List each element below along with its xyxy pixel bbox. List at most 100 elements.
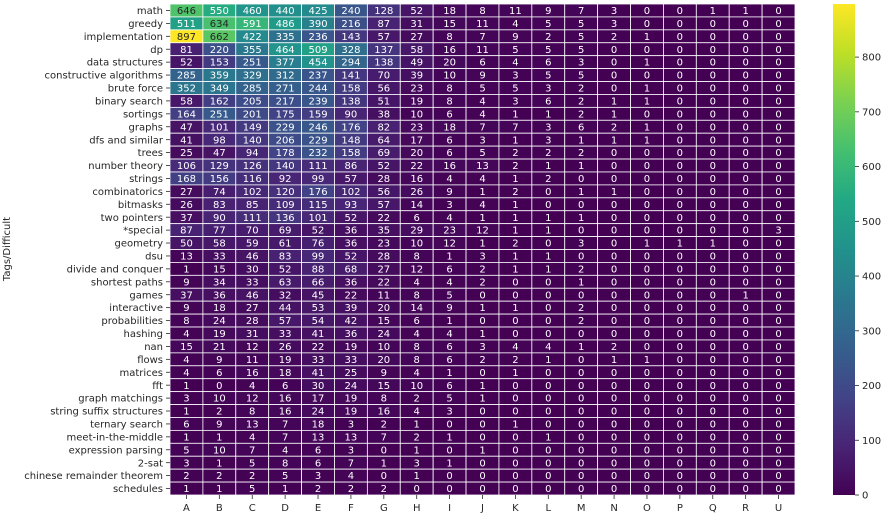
cell-value-label: 3 bbox=[512, 71, 518, 82]
cell-value-label: 0 bbox=[578, 471, 584, 482]
cell-value-label: 58 bbox=[213, 239, 226, 250]
cell-value-label: 26 bbox=[410, 187, 423, 198]
cell-value-label: 0 bbox=[644, 148, 650, 159]
cell-value-label: 0 bbox=[742, 264, 748, 275]
cell-value-label: 7 bbox=[348, 458, 354, 469]
cell-value-label: 0 bbox=[775, 239, 781, 250]
cell-value-label: 2 bbox=[611, 122, 617, 133]
cell-value-label: 52 bbox=[345, 252, 358, 263]
row-label: data structures bbox=[87, 58, 163, 69]
cell-value-label: 0 bbox=[512, 329, 518, 340]
cell-value-label: 1 bbox=[644, 355, 650, 366]
cell-value-label: 0 bbox=[611, 458, 617, 469]
cell-value-label: 0 bbox=[710, 329, 716, 340]
cell-value-label: 7 bbox=[282, 432, 288, 443]
cell-value-label: 0 bbox=[578, 355, 584, 366]
cell-value-label: 6 bbox=[282, 381, 288, 392]
cell-value-label: 0 bbox=[710, 471, 716, 482]
cell-value-label: 56 bbox=[377, 187, 390, 198]
cell-value-label: 106 bbox=[177, 161, 196, 172]
cell-value-label: 20 bbox=[377, 303, 390, 314]
cell-value-label: 24 bbox=[377, 329, 390, 340]
cell-value-label: 52 bbox=[345, 213, 358, 224]
cell-value-label: 49 bbox=[410, 58, 423, 69]
cell-value-label: 61 bbox=[279, 239, 292, 250]
row-label: graphs bbox=[129, 122, 163, 133]
cell-value-label: 6 bbox=[414, 316, 420, 327]
column-label: G bbox=[380, 503, 388, 514]
cell-value-label: 16 bbox=[279, 394, 292, 405]
cell-value-label: 18 bbox=[312, 420, 325, 431]
cell-value-label: 0 bbox=[677, 226, 683, 237]
cell-value-label: 8 bbox=[446, 97, 452, 108]
cell-value-label: 0 bbox=[775, 368, 781, 379]
cell-value-label: 3 bbox=[512, 97, 518, 108]
cell-value-label: 0 bbox=[512, 471, 518, 482]
colorbar-tick-label: 500 bbox=[862, 217, 881, 228]
cell-value-label: 0 bbox=[775, 6, 781, 17]
cell-value-label: 19 bbox=[345, 394, 358, 405]
cell-value-label: 18 bbox=[443, 122, 456, 133]
cell-value-label: 0 bbox=[742, 200, 748, 211]
cell-value-label: 0 bbox=[742, 187, 748, 198]
cell-value-label: 14 bbox=[410, 303, 423, 314]
cell-value-label: 349 bbox=[210, 84, 229, 95]
cell-value-label: 0 bbox=[611, 445, 617, 456]
cell-value-label: 57 bbox=[345, 174, 358, 185]
cell-value-label: 0 bbox=[479, 471, 485, 482]
cell-value-label: 16 bbox=[443, 45, 456, 56]
cell-value-label: 352 bbox=[177, 84, 196, 95]
column-label: E bbox=[315, 503, 321, 514]
cell-value-label: 13 bbox=[180, 252, 193, 263]
cell-value-label: 7 bbox=[512, 122, 518, 133]
cell-value-label: 0 bbox=[710, 84, 716, 95]
cell-value-label: 0 bbox=[611, 148, 617, 159]
cell-value-label: 0 bbox=[545, 407, 551, 418]
cell-value-label: 59 bbox=[246, 239, 259, 250]
row-label: number theory bbox=[88, 161, 163, 172]
cell-value-label: 16 bbox=[443, 161, 456, 172]
y-axis-label: Tags/Difficult bbox=[2, 217, 13, 282]
cell-value-label: 37 bbox=[180, 213, 193, 224]
cell-value-label: 0 bbox=[479, 432, 485, 443]
cell-value-label: 2 bbox=[479, 277, 485, 288]
cell-value-label: 1 bbox=[446, 458, 452, 469]
cell-value-label: 30 bbox=[312, 381, 325, 392]
cell-value-label: 0 bbox=[677, 122, 683, 133]
column-label: A bbox=[183, 503, 190, 514]
cell-value-label: 4 bbox=[282, 445, 288, 456]
cell-value-label: 0 bbox=[710, 97, 716, 108]
cell-value-label: 0 bbox=[775, 458, 781, 469]
cell-value-label: 0 bbox=[775, 316, 781, 327]
cell-value-label: 9 bbox=[183, 277, 189, 288]
cell-value-label: 83 bbox=[279, 252, 292, 263]
cell-value-label: 81 bbox=[180, 45, 193, 56]
cell-value-label: 25 bbox=[345, 368, 358, 379]
row-label: trees bbox=[138, 148, 163, 159]
cell-value-label: 1 bbox=[446, 316, 452, 327]
cell-value-label: 0 bbox=[775, 381, 781, 392]
cell-value-label: 22 bbox=[345, 290, 358, 301]
cell-value-label: 229 bbox=[276, 122, 295, 133]
column-label: M bbox=[577, 503, 586, 514]
cell-value-label: 1 bbox=[611, 355, 617, 366]
cell-value-label: 0 bbox=[775, 84, 781, 95]
cell-value-label: 0 bbox=[710, 213, 716, 224]
row-label: expression parsing bbox=[69, 445, 163, 456]
cell-value-label: 0 bbox=[742, 226, 748, 237]
cell-value-label: 41 bbox=[312, 368, 325, 379]
cell-value-label: 6 bbox=[578, 122, 584, 133]
cell-value-label: 0 bbox=[381, 471, 387, 482]
cell-value-label: 0 bbox=[578, 484, 584, 495]
cell-value-label: 2 bbox=[545, 148, 551, 159]
cell-value-label: 28 bbox=[246, 316, 259, 327]
cell-value-label: 17 bbox=[312, 394, 325, 405]
cell-value-label: 5 bbox=[282, 471, 288, 482]
cell-value-label: 0 bbox=[677, 432, 683, 443]
cell-value-label: 0 bbox=[775, 471, 781, 482]
cell-value-label: 2 bbox=[512, 355, 518, 366]
cell-value-label: 7 bbox=[282, 420, 288, 431]
cell-value-label: 8 bbox=[414, 252, 420, 263]
cell-value-label: 0 bbox=[742, 445, 748, 456]
cell-value-label: 0 bbox=[512, 290, 518, 301]
